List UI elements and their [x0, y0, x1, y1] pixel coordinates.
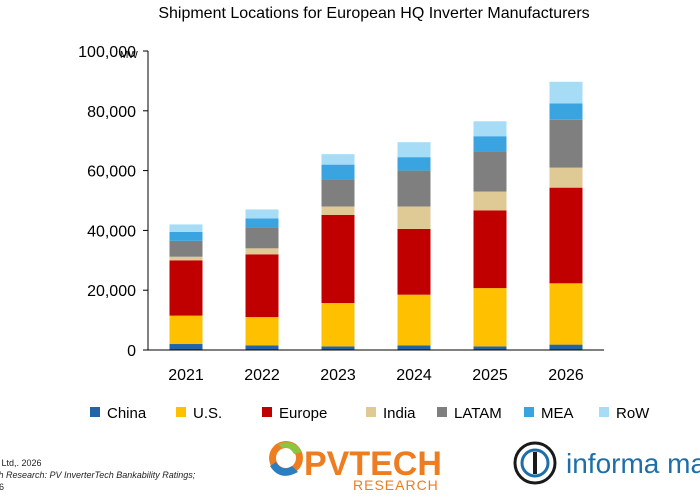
bar-segment-india [321, 206, 355, 215]
bar-segment-india [397, 206, 431, 229]
y-tick-label: 80,000 [87, 104, 136, 121]
x-tick-label: 2023 [320, 367, 356, 384]
bar-segment-row [321, 154, 355, 165]
bar-stack-2025 [473, 121, 507, 350]
legend-label: LATAM [454, 405, 502, 422]
bar-segment-china [473, 346, 507, 350]
y-tick-label: 20,000 [87, 283, 136, 300]
bar-segment-india [549, 167, 583, 188]
legend-swatch [524, 407, 534, 417]
bar-segment-europe [397, 228, 431, 295]
x-tick-label: 2024 [396, 367, 432, 384]
bar-segment-europe [549, 187, 583, 284]
bar-segment-us [397, 294, 431, 346]
bar-segment-us [549, 283, 583, 345]
bar-segment-mea [549, 103, 583, 120]
legend-label: MEA [541, 405, 574, 422]
legend: China U.S. Europe India LATAM MEA RoW [90, 405, 650, 422]
bar-segment-latam [245, 227, 279, 249]
legend-label: RoW [616, 405, 650, 422]
legend-label: Europe [279, 405, 327, 422]
bar-segment-mea [169, 231, 203, 241]
informa-logo-text: informa ma [566, 448, 700, 479]
chart-title: Shipment Locations for European HQ Inver… [158, 5, 589, 22]
y-axis-ticks: 0 20,000 40,000 60,000 80,000 100,000 [78, 44, 148, 360]
informa-circle-icon [513, 441, 557, 485]
y-axis-unit: MW [120, 50, 138, 61]
informa-logo: informa ma [513, 441, 700, 485]
bar-stack-2021 [169, 224, 203, 350]
bar-segment-india [169, 256, 203, 261]
bar-stack-2026 [549, 81, 583, 350]
pvtech-logo-text: PVTECH [304, 445, 442, 483]
legend-label: China [107, 405, 147, 422]
bar-stacks [169, 81, 583, 350]
y-tick-label: 60,000 [87, 164, 136, 181]
bar-segment-india [245, 248, 279, 255]
source-line-1: a Ltd,. 2026 [0, 458, 42, 468]
pvtech-research-logo: PVTECH RESEARCH [269, 441, 442, 492]
bar-segment-us [321, 303, 355, 347]
bar-segment-europe [245, 254, 279, 318]
bar-segment-europe [169, 260, 203, 316]
x-axis-ticks: 2021 2022 2023 2024 2025 2026 [168, 367, 584, 384]
legend-swatch [90, 407, 100, 417]
bar-segment-europe [473, 210, 507, 289]
legend-swatch [366, 407, 376, 417]
legend-label: India [383, 405, 416, 422]
bar-segment-mea [397, 157, 431, 171]
bar-stack-2024 [397, 142, 431, 350]
bar-segment-china [397, 345, 431, 350]
bar-segment-us [245, 317, 279, 346]
bar-segment-us [169, 315, 203, 345]
bar-segment-china [169, 344, 203, 350]
source-note: a Ltd,. 2026 ch Research: PV InverterTec… [0, 457, 195, 493]
bar-segment-latam [321, 179, 355, 207]
bar-segment-china [321, 346, 355, 350]
x-tick-label: 2021 [168, 367, 204, 384]
legend-swatch [437, 407, 447, 417]
bar-stack-2023 [321, 154, 355, 350]
bar-segment-mea [473, 136, 507, 152]
bar-segment-us [473, 288, 507, 347]
bar-segment-latam [473, 151, 507, 192]
bar-segment-europe [321, 214, 355, 304]
bar-segment-latam [169, 240, 203, 257]
y-tick-label: 40,000 [87, 223, 136, 240]
bar-segment-latam [549, 119, 583, 168]
bar-segment-latam [397, 170, 431, 207]
source-line-2: ch Research: PV InverterTech Bankability… [0, 470, 196, 480]
bar-stack-2022 [245, 209, 279, 350]
bar-segment-india [473, 191, 507, 211]
bar-segment-row [245, 209, 279, 219]
bar-segment-china [549, 344, 583, 350]
bar-segment-row [549, 81, 583, 104]
source-line-3: 26 [0, 482, 5, 492]
bar-segment-row [397, 142, 431, 158]
bar-segment-row [169, 224, 203, 232]
legend-label: U.S. [193, 405, 222, 422]
x-tick-label: 2026 [548, 367, 584, 384]
pvtech-logo-subtext: RESEARCH [353, 477, 439, 492]
x-tick-label: 2022 [244, 367, 280, 384]
bar-segment-mea [321, 164, 355, 180]
bar-segment-china [245, 345, 279, 350]
bar-segment-mea [245, 218, 279, 228]
legend-swatch [599, 407, 609, 417]
bar-segment-row [473, 121, 507, 137]
legend-swatch [262, 407, 272, 417]
legend-swatch [176, 407, 186, 417]
pvtech-swirl-icon [269, 441, 303, 476]
y-tick-label: 0 [127, 343, 136, 360]
x-tick-label: 2025 [472, 367, 508, 384]
y-tick-label: 100,000 [78, 44, 136, 61]
